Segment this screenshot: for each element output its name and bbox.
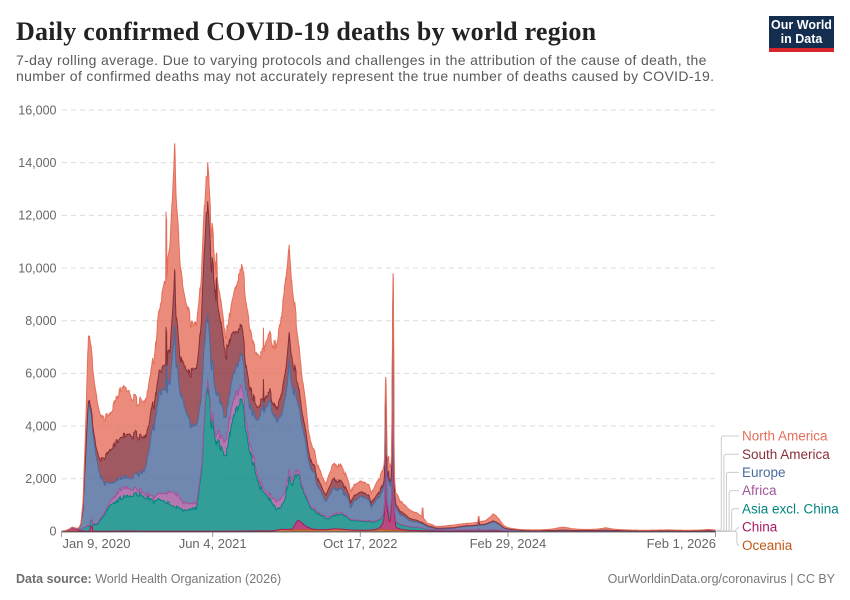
y-tick-label-14000: 14,000	[18, 156, 56, 170]
x-tick-label-Jan-9-2020: Jan 9, 2020	[63, 536, 131, 551]
y-tick-label-10000: 10,000	[18, 261, 56, 275]
legend-connector-oceania	[716, 530, 740, 546]
legend-connector-north-america	[716, 435, 739, 531]
legend-label-europe[interactable]: Europe	[742, 465, 786, 480]
data-source-text: World Health Organization (2026)	[91, 572, 282, 586]
data-source-note: Data source: World Health Organization (…	[16, 572, 281, 586]
y-tick-label-8000: 8,000	[25, 314, 56, 328]
x-tick-label-Feb-29-2024: Feb 29, 2024	[470, 536, 547, 551]
stacked-areas	[61, 143, 716, 532]
y-tick-label-0: 0	[50, 525, 57, 539]
y-tick-label-16000: 16,000	[18, 103, 56, 117]
y-tick-label-12000: 12,000	[18, 209, 56, 223]
y-tick-label-4000: 4,000	[25, 419, 56, 433]
y-axis-labels: 0 2,000 4,000 6,000 8,000 10,000 12,000 14,000 1…	[18, 103, 56, 538]
legend-connector-africa	[716, 490, 739, 532]
x-axis: Jan 9, 2020 Jun 4, 2021 Oct 17, 2022 Feb 29…	[61, 531, 716, 551]
page-title: Daily confirmed COVID-19 deaths by world…	[16, 17, 597, 46]
area-europe[interactable]	[61, 291, 716, 532]
logo-line-1: Our World	[771, 18, 832, 32]
legend-connector-europe	[716, 471, 739, 532]
subtitle-line-2: number of confirmed deaths may not accur…	[16, 67, 715, 84]
legend: North America South America Europe Africa As…	[716, 429, 839, 553]
legend-connector-asia-excl-china	[716, 508, 739, 532]
our-world-in-data-logo: Our World in Data	[769, 16, 834, 52]
legend-label-asia-excl-china[interactable]: Asia excl. China	[742, 501, 839, 516]
area-asia-excl-china[interactable]	[61, 384, 716, 532]
line-africa	[61, 379, 716, 532]
subtitle-line-1: 7-day rolling average. Due to varying pr…	[16, 52, 707, 68]
logo-box: Our World in Data	[769, 16, 834, 48]
x-tick-label-Oct-17-2022: Oct 17, 2022	[323, 536, 397, 551]
legend-label-north-america[interactable]: North America	[742, 429, 828, 444]
logo-red-bar	[769, 48, 834, 52]
legend-label-south-america[interactable]: South America	[742, 447, 830, 462]
line-north-america	[61, 143, 716, 532]
area-north-america[interactable]	[61, 143, 716, 532]
chart-subtitle: 7-day rolling average. Due to varying pr…	[16, 52, 736, 85]
legend-label-china[interactable]: China	[742, 520, 778, 535]
license-note: OurWorldinData.org/coronavirus | CC BY	[607, 572, 835, 586]
y-tick-label-6000: 6,000	[25, 367, 56, 381]
legend-label-oceania[interactable]: Oceania	[742, 538, 793, 553]
data-source-label: Data source:	[16, 572, 92, 586]
y-tick-label-2000: 2,000	[25, 472, 56, 486]
legend-label-africa[interactable]: Africa	[742, 483, 777, 498]
logo-line-2: in Data	[780, 32, 823, 46]
x-tick-label-Feb-1-2026: Feb 1, 2026	[647, 536, 716, 551]
line-south-america	[61, 201, 716, 532]
legend-connector-south-america	[716, 453, 739, 532]
x-tick-label-Jun-4-2021: Jun 4, 2021	[179, 536, 247, 551]
